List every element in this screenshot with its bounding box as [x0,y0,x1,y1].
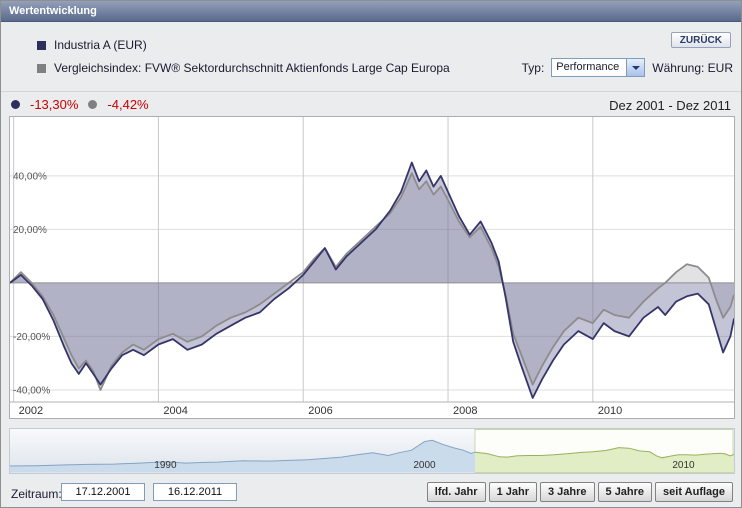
typ-select-value: Performance [556,61,620,73]
performance-chart-canvas: 40,00% 20,00% -20,00% -40,00% 2002 2004 2006 20… [10,117,734,417]
series1-performance: -13,30% [30,97,79,112]
zeitraum-label: Zeitraum: [11,487,62,501]
legend-item-benchmark: Vergleichsindex: FVW® Sektordurchschnitt… [37,61,450,75]
svg-text:2002: 2002 [19,405,43,417]
svg-text:2010: 2010 [672,460,695,471]
svg-text:2010: 2010 [598,405,622,417]
range-buttons: lfd. Jahr 1 Jahr 3 Jahre 5 Jahre seit Au… [426,482,733,502]
back-button[interactable]: ZURÜCK [670,32,731,48]
date-from-input[interactable] [61,483,145,501]
typ-label: Typ: [521,60,545,75]
series2-label: Vergleichsindex: FVW® Sektordurchschnitt… [54,61,450,75]
svg-text:-40,00%: -40,00% [13,385,50,396]
svg-text:40,00%: 40,00% [13,171,47,182]
header-separator [1,91,741,92]
panel-titlebar: Wertentwicklung [1,1,741,22]
date-range-label: Dez 2001 - Dez 2011 [609,98,731,113]
svg-text:20,00%: 20,00% [13,225,47,236]
svg-text:2006: 2006 [308,405,332,417]
performance-chart: 40,00% 20,00% -20,00% -40,00% 2002 2004 2006 20… [9,116,735,419]
typ-select[interactable]: Performance [551,58,646,77]
svg-text:2004: 2004 [163,405,187,417]
series1-swatch [37,40,46,50]
timeline-navigator[interactable]: 1990 2000 2010 [9,428,735,474]
svg-text:-20,00%: -20,00% [13,332,50,343]
series2-performance: -4,42% [107,97,149,112]
svg-text:2008: 2008 [453,405,477,417]
series1-label: Industria A (EUR) [54,38,147,52]
date-to-input[interactable] [153,483,237,501]
currency-label: Währung: EUR [652,60,733,75]
range-button-ytd[interactable]: lfd. Jahr [426,482,486,502]
svg-text:1990: 1990 [154,460,177,471]
type-currency-group: Typ: Performance Währung: EUR [522,58,733,77]
series1-dot [11,100,20,109]
timeline-navigator-canvas[interactable]: 1990 2000 2010 [10,429,734,473]
chevron-down-icon[interactable] [626,59,645,76]
series2-swatch [37,63,46,73]
range-button-inception[interactable]: seit Auflage [655,482,733,502]
range-button-1y[interactable]: 1 Jahr [488,482,537,502]
panel-title: Wertentwicklung [9,5,97,17]
range-button-3y[interactable]: 3 Jahre [539,482,595,502]
series2-dot [88,100,98,109]
range-button-5y[interactable]: 5 Jahre [597,482,653,502]
svg-text:2000: 2000 [413,460,436,471]
performance-summary: -13,30% -4,42% [11,97,149,112]
legend-item-fund: Industria A (EUR) [37,38,147,52]
